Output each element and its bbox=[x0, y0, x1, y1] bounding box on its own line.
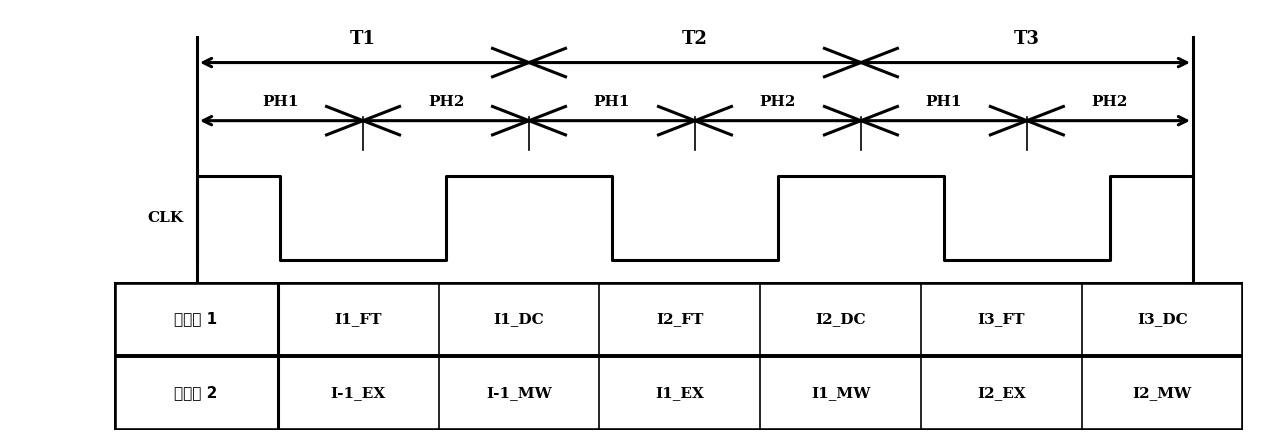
Text: I2_MW: I2_MW bbox=[1132, 386, 1192, 400]
Text: PH1: PH1 bbox=[261, 95, 298, 109]
Text: I2_DC: I2_DC bbox=[815, 312, 866, 326]
Text: I1_MW: I1_MW bbox=[812, 386, 870, 400]
Text: 流水级 2: 流水级 2 bbox=[174, 385, 218, 400]
Text: PH1: PH1 bbox=[593, 95, 630, 109]
Text: I1_EX: I1_EX bbox=[656, 386, 704, 400]
Text: CLK: CLK bbox=[147, 210, 184, 224]
Text: 流水级 1: 流水级 1 bbox=[175, 312, 218, 326]
Text: I2_EX: I2_EX bbox=[978, 386, 1026, 400]
Text: I3_DC: I3_DC bbox=[1137, 312, 1188, 326]
Text: PH2: PH2 bbox=[1092, 95, 1129, 109]
Text: I3_FT: I3_FT bbox=[978, 312, 1025, 326]
Text: PH1: PH1 bbox=[926, 95, 962, 109]
Text: I1_FT: I1_FT bbox=[335, 312, 382, 326]
Text: T3: T3 bbox=[1014, 30, 1040, 48]
Text: I1_DC: I1_DC bbox=[493, 312, 544, 326]
Text: PH2: PH2 bbox=[427, 95, 464, 109]
Text: I2_FT: I2_FT bbox=[656, 312, 704, 326]
Text: PH2: PH2 bbox=[760, 95, 796, 109]
Text: I-1_EX: I-1_EX bbox=[331, 386, 385, 400]
Text: I-1_MW: I-1_MW bbox=[486, 386, 552, 400]
Text: T2: T2 bbox=[682, 30, 708, 48]
Text: T1: T1 bbox=[350, 30, 377, 48]
